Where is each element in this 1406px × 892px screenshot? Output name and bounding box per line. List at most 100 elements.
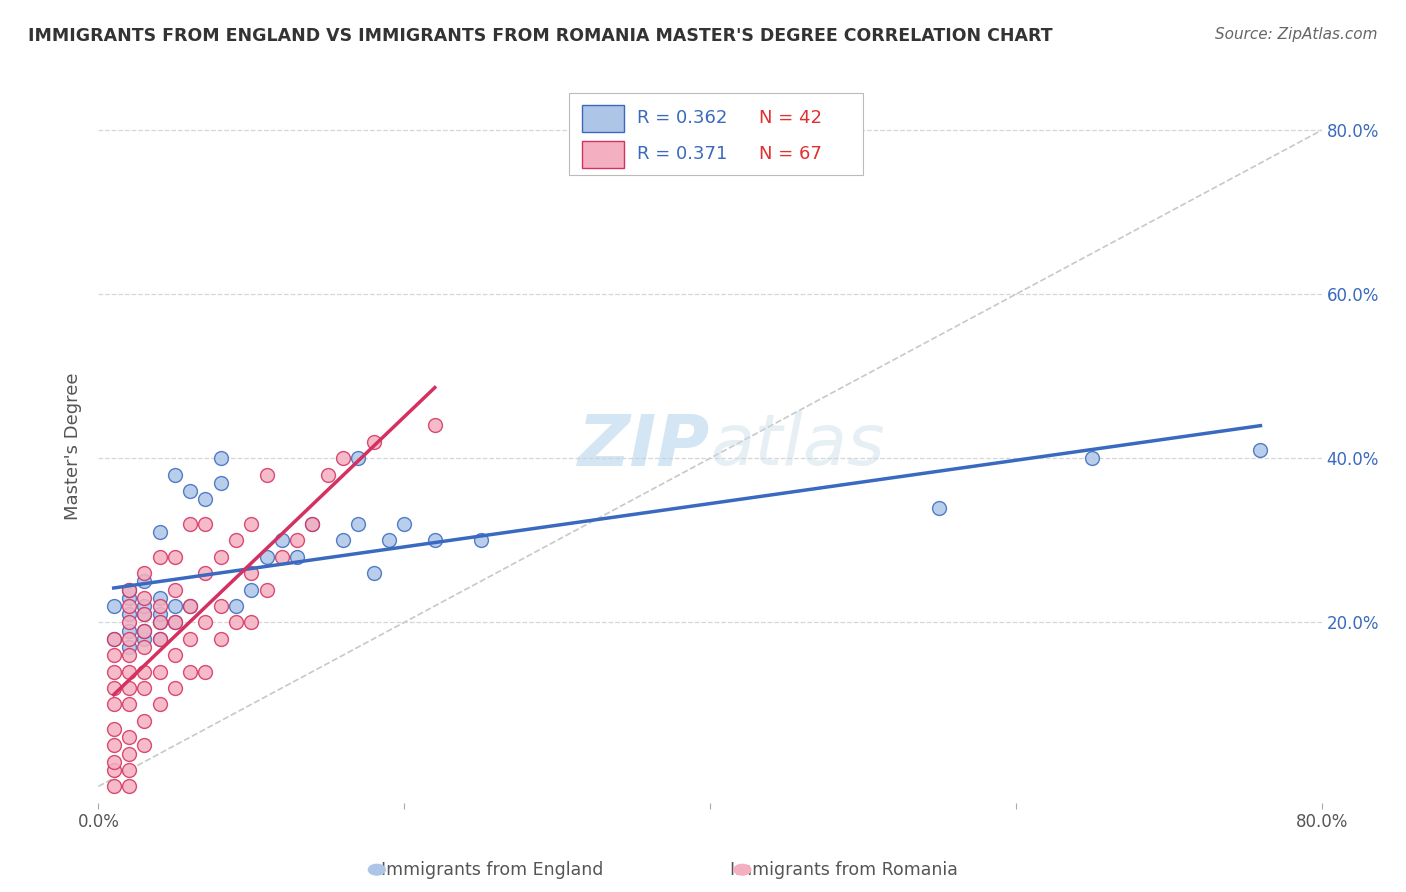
Text: IMMIGRANTS FROM ENGLAND VS IMMIGRANTS FROM ROMANIA MASTER'S DEGREE CORRELATION C: IMMIGRANTS FROM ENGLAND VS IMMIGRANTS FR… (28, 27, 1053, 45)
Point (103, 681, 125, 695)
Point (225, 615, 247, 630)
Point (103, 698, 125, 712)
Point (134, 714, 156, 728)
Point (240, 615, 263, 630)
Point (149, 615, 172, 630)
Point (301, 516, 323, 531)
Text: atlas: atlas (710, 411, 884, 481)
Point (149, 698, 172, 712)
Point (134, 599, 156, 613)
Point (470, 533, 492, 548)
Point (179, 516, 201, 531)
Point (928, 500, 950, 515)
Point (134, 607, 156, 622)
Text: ZIP: ZIP (578, 411, 710, 481)
Point (392, 516, 416, 531)
Point (347, 516, 370, 531)
Point (103, 632, 125, 646)
Point (103, 599, 125, 613)
Point (118, 607, 141, 622)
Point (134, 607, 156, 622)
Point (118, 632, 141, 646)
Point (270, 549, 292, 564)
Point (179, 599, 201, 613)
Point (103, 755, 125, 769)
Text: N = 42: N = 42 (759, 110, 823, 128)
Point (118, 698, 141, 712)
FancyBboxPatch shape (582, 141, 624, 168)
Point (149, 665, 172, 679)
Point (118, 763, 141, 777)
Point (1081, 451, 1104, 466)
Point (423, 533, 446, 548)
Point (163, 599, 186, 613)
Point (118, 582, 141, 597)
Point (118, 582, 141, 597)
Point (118, 648, 141, 662)
Point (163, 467, 186, 482)
Point (225, 533, 247, 548)
Point (194, 665, 217, 679)
Text: Source: ZipAtlas.com: Source: ZipAtlas.com (1215, 27, 1378, 42)
Point (103, 763, 125, 777)
Text: N = 67: N = 67 (759, 145, 823, 163)
Text: R = 0.362: R = 0.362 (637, 110, 727, 128)
Point (118, 591, 141, 605)
Point (118, 599, 141, 613)
Point (118, 624, 141, 638)
Point (134, 566, 156, 581)
Point (225, 599, 247, 613)
Point (285, 533, 308, 548)
Point (134, 665, 156, 679)
Point (103, 665, 125, 679)
Point (316, 467, 339, 482)
Point (134, 640, 156, 654)
Point (118, 640, 141, 654)
Point (134, 591, 156, 605)
Point (347, 451, 370, 466)
Point (134, 632, 156, 646)
Point (256, 549, 278, 564)
Point (194, 615, 217, 630)
FancyBboxPatch shape (582, 105, 624, 132)
Point (332, 533, 354, 548)
Point (423, 418, 446, 433)
Point (179, 665, 201, 679)
Point (118, 665, 141, 679)
Point (256, 582, 278, 597)
Point (194, 566, 217, 581)
Point (149, 599, 172, 613)
Point (240, 582, 263, 597)
Point (134, 681, 156, 695)
Point (149, 607, 172, 622)
Point (179, 632, 201, 646)
Point (240, 516, 263, 531)
Point (363, 434, 385, 449)
Point (103, 722, 125, 736)
Point (118, 681, 141, 695)
Point (240, 566, 263, 581)
Point (270, 533, 292, 548)
Point (179, 484, 201, 499)
Point (209, 599, 232, 613)
Point (134, 739, 156, 753)
Point (149, 632, 172, 646)
Point (118, 780, 141, 794)
Point (163, 681, 186, 695)
Point (378, 533, 401, 548)
Point (163, 549, 186, 564)
Point (103, 632, 125, 646)
Point (163, 648, 186, 662)
Text: R = 0.371: R = 0.371 (637, 145, 727, 163)
Point (134, 624, 156, 638)
Point (103, 648, 125, 662)
Point (209, 475, 232, 490)
Point (118, 730, 141, 744)
Point (103, 739, 125, 753)
Point (103, 780, 125, 794)
Point (134, 574, 156, 589)
Point (179, 599, 201, 613)
Point (209, 451, 232, 466)
FancyBboxPatch shape (569, 93, 863, 175)
Point (194, 492, 217, 507)
